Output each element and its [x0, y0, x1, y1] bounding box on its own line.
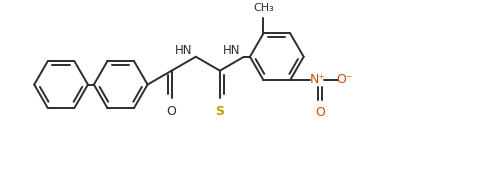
Text: O⁻: O⁻ [337, 73, 353, 86]
Text: O: O [315, 106, 325, 119]
Text: O: O [167, 105, 177, 118]
Text: S: S [215, 105, 224, 118]
Text: N⁺: N⁺ [310, 73, 326, 86]
Text: CH₃: CH₃ [253, 3, 274, 13]
Text: HN: HN [223, 44, 241, 57]
Text: HN: HN [175, 44, 193, 57]
